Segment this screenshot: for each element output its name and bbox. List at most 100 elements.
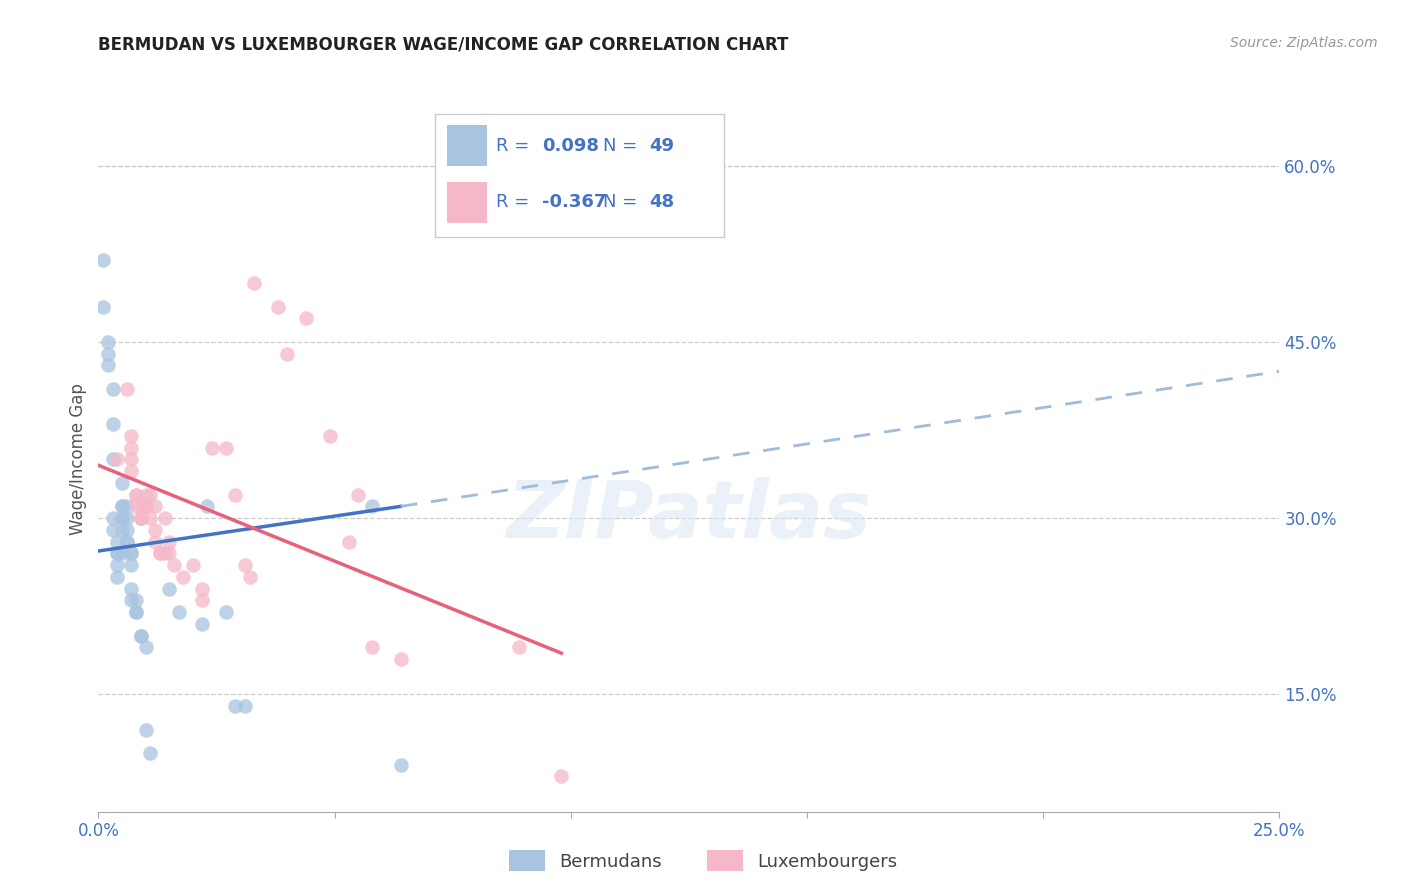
Point [105,534,128,549]
Point [347,487,370,501]
Point [167,605,190,619]
Point [105,570,128,584]
Point [101,417,124,431]
Point [508,640,530,655]
Point [389,757,412,772]
Point [101,452,124,467]
Point [121,546,143,560]
Point [125,605,148,619]
Point [201,441,224,455]
Point [135,723,157,737]
Legend: Bermudans, Luxembourgers: Bermudans, Luxembourgers [502,843,904,879]
Point [111,500,134,514]
Point [135,500,157,514]
Point [97,359,120,373]
Point [215,605,238,619]
Point [157,546,180,560]
Point [125,593,148,607]
Point [172,570,194,584]
Point [129,511,152,525]
Point [129,500,152,514]
Text: ZIPatlas: ZIPatlas [506,476,872,555]
Point [121,452,143,467]
Point [267,300,290,314]
Point [319,429,342,443]
Point [157,534,180,549]
Point [135,640,157,655]
Point [97,346,120,360]
Point [276,346,298,360]
Point [224,699,246,714]
Point [135,500,157,514]
Point [121,582,143,596]
Point [111,500,134,514]
Point [105,546,128,560]
Point [149,546,172,560]
Point [125,487,148,501]
Point [233,558,256,573]
Point [129,628,152,642]
Point [91,252,114,267]
Point [121,546,143,560]
Point [111,511,134,525]
Point [239,570,262,584]
Point [121,464,143,478]
Point [111,511,134,525]
Point [337,534,360,549]
Point [101,523,124,537]
Point [111,523,134,537]
Point [139,487,162,501]
Point [115,382,138,396]
Point [129,628,152,642]
Point [139,746,162,760]
Point [224,487,246,501]
Point [135,487,157,501]
Point [115,511,138,525]
Point [121,429,143,443]
Point [215,441,238,455]
Point [115,534,138,549]
Point [125,605,148,619]
Point [101,382,124,396]
Point [121,558,143,573]
Point [389,652,412,666]
Point [105,558,128,573]
Point [157,582,180,596]
Point [143,500,166,514]
Point [181,558,204,573]
Point [121,441,143,455]
Point [191,582,214,596]
Point [111,546,134,560]
Y-axis label: Wage/Income Gap: Wage/Income Gap [69,384,87,535]
Point [125,500,148,514]
Point [361,640,384,655]
Point [153,511,176,525]
Point [115,523,138,537]
Point [115,500,138,514]
Point [143,534,166,549]
Point [129,511,152,525]
Point [295,311,318,326]
Text: Source: ZipAtlas.com: Source: ZipAtlas.com [1230,36,1378,50]
Text: BERMUDAN VS LUXEMBOURGER WAGE/INCOME GAP CORRELATION CHART: BERMUDAN VS LUXEMBOURGER WAGE/INCOME GAP… [98,36,789,54]
Point [191,593,214,607]
Point [243,276,266,290]
Point [233,699,256,714]
Point [101,511,124,525]
Point [129,511,152,525]
Point [111,475,134,490]
Point [163,558,186,573]
Point [139,511,162,525]
Point [149,546,172,560]
Point [121,593,143,607]
Point [125,487,148,501]
Point [195,500,218,514]
Point [153,546,176,560]
Point [143,523,166,537]
Point [105,546,128,560]
Point [97,334,120,349]
Point [550,769,572,784]
Point [91,300,114,314]
Point [105,452,128,467]
Point [361,500,384,514]
